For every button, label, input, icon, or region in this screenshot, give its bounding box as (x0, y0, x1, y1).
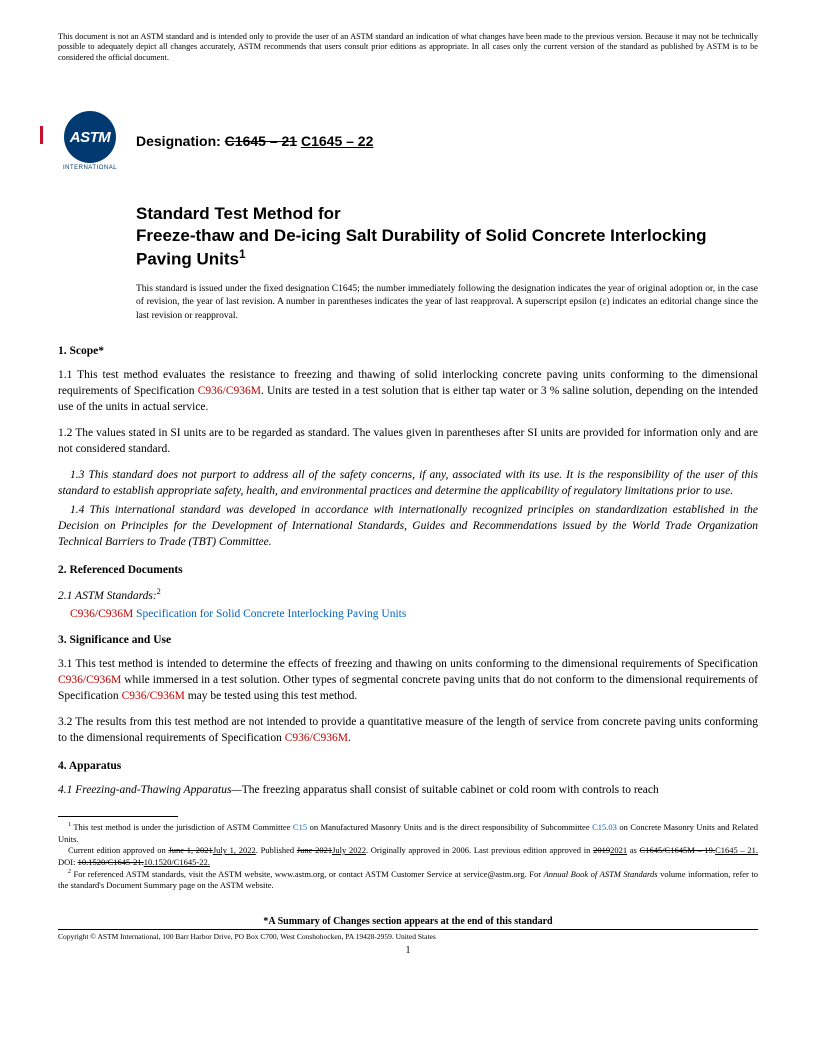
spec-link[interactable]: C936/C936M (122, 690, 185, 702)
footnote-1-edition: Current edition approved on June 1, 2021… (58, 845, 758, 868)
committee-link[interactable]: C15 (293, 822, 307, 832)
designation-label: Designation: (136, 133, 221, 149)
copyright-line: Copyright © ASTM International, 100 Barr… (58, 929, 758, 941)
para-4-1: 4.1 Freezing-and-Thawing Apparatus—The f… (58, 782, 758, 798)
header-row: ASTM INTERNATIONAL Designation: C1645 – … (58, 109, 758, 173)
spec-title-link[interactable]: Specification for Solid Concrete Interlo… (133, 608, 406, 620)
referenced-standard: C936/C936M Specification for Solid Concr… (70, 608, 758, 620)
designation-line: Designation: C1645 – 21 C1645 – 22 (136, 133, 373, 149)
spec-link[interactable]: C936/C936M (198, 385, 261, 397)
document-page: This document is not an ASTM standard an… (0, 0, 816, 976)
page-number: 1 (58, 945, 758, 956)
footnote-rule (58, 816, 178, 817)
para-1-1: 1.1 This test method evaluates the resis… (58, 367, 758, 415)
spec-link[interactable]: C936/C936M (58, 674, 121, 686)
para-1-3: 1.3 This standard does not purport to ad… (58, 467, 758, 499)
subcommittee-link[interactable]: C15.03 (592, 822, 617, 832)
astm-logo-icon: ASTM INTERNATIONAL (58, 109, 122, 173)
spec-link[interactable]: C936/C936M (70, 608, 133, 620)
section-4-heading: 4. Apparatus (58, 760, 758, 772)
para-1-2: 1.2 The values stated in SI units are to… (58, 425, 758, 457)
title-line1: Standard Test Method for (136, 204, 341, 223)
designation-old: C1645 – 21 (225, 133, 297, 149)
section-1-heading: 1. Scope* (58, 345, 758, 357)
footnote-1: 1 This test method is under the jurisdic… (58, 821, 758, 845)
summary-note: *A Summary of Changes section appears at… (58, 916, 758, 927)
para-3-1: 3.1 This test method is intended to dete… (58, 656, 758, 704)
spec-link[interactable]: C936/C936M (285, 732, 348, 744)
para-1-4: 1.4 This international standard was deve… (58, 502, 758, 550)
footnote-2: 2 For referenced ASTM standards, visit t… (58, 868, 758, 892)
standard-title: Standard Test Method for Freeze-thaw and… (136, 203, 758, 271)
change-bar-icon (40, 126, 43, 144)
section-3-heading: 3. Significance and Use (58, 634, 758, 646)
title-block: Standard Test Method for Freeze-thaw and… (136, 203, 758, 323)
issuance-note: This standard is issued under the fixed … (136, 283, 758, 323)
top-disclaimer: This document is not an ASTM standard an… (58, 32, 758, 63)
designation-new: C1645 – 22 (301, 133, 373, 149)
para-2-1: 2.1 ASTM Standards:2 (58, 586, 758, 604)
title-footnote-ref: 1 (239, 247, 246, 261)
para-3-2: 3.2 The results from this test method ar… (58, 714, 758, 746)
astm-logo-subtext: INTERNATIONAL (63, 165, 117, 171)
section-2-heading: 2. Referenced Documents (58, 564, 758, 576)
title-line2: Freeze-thaw and De-icing Salt Durability… (136, 226, 707, 269)
astm-logo-circle: ASTM (64, 111, 116, 163)
